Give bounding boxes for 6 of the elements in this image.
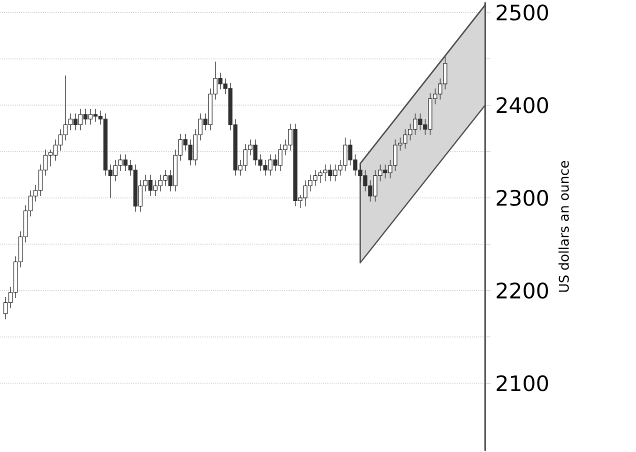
y-axis-title: US dollars an ounce <box>558 161 569 292</box>
y-tick-label: 2500 <box>496 4 548 21</box>
y-tick-label: 2100 <box>496 375 548 392</box>
y-tick-label: 2300 <box>496 190 548 206</box>
y-tick-label: 2200 <box>496 282 548 299</box>
y-tick-label: 2400 <box>496 97 548 114</box>
